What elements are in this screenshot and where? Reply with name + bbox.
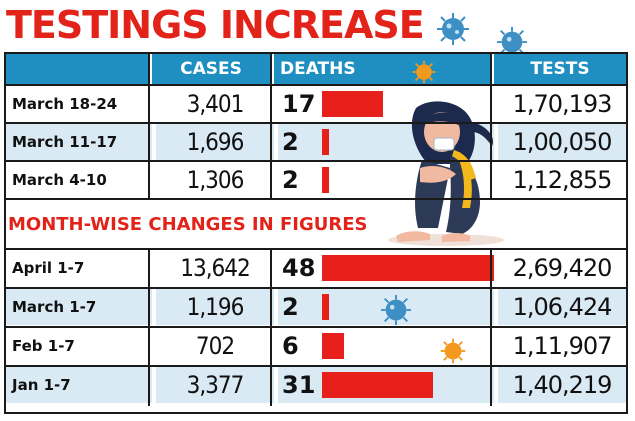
grid-line [270,54,272,200]
tests-value: 1,40,219 [498,367,626,403]
deaths-bar [322,333,344,359]
table-frame [4,52,628,414]
deaths-value: 31 [282,371,316,399]
deaths-bar [322,129,329,155]
row-label: Jan 1-7 [6,367,152,403]
cases-value: 1,306 [186,166,245,194]
table-row: March 1-7 1,196 2 1,06,424 [6,289,626,325]
grid-line [4,365,628,367]
deaths-bar [322,91,383,117]
tests-value: 1,70,193 [512,90,613,118]
deaths-value: 6 [282,332,299,360]
row-label: Feb 1-7 [12,337,75,355]
grid-line [490,54,492,200]
cases-value: 13,642 [180,254,251,282]
deaths-bar [322,372,433,398]
grid-line [148,54,150,200]
grid-line [4,326,628,328]
virus-icon [440,338,466,364]
grid-line [4,160,628,162]
tests-value: 2,69,420 [512,254,613,282]
sitting-woman-illustration [388,101,504,246]
deaths-bar [322,294,329,320]
virus-icon [437,13,469,45]
page-title: TESTINGS INCREASE [6,3,425,47]
deaths-bar [322,167,329,193]
virus-icon [412,60,436,84]
tests-value: 1,12,855 [512,166,613,194]
cases-value: 702 [195,332,235,360]
table-row: March 11-17 1,696 2 1,00,050 [6,124,626,160]
virus-icon [380,294,412,326]
deaths-cell: 48 [278,250,494,286]
deaths-value: 2 [282,166,299,194]
tests-value: 1,06,424 [498,289,626,325]
virus-icon [496,26,528,58]
cases-value: 3,377 [156,367,274,403]
tests-value: 1,11,907 [512,332,613,360]
table-row: Feb 1-7 702 6 1,11,907 [6,328,626,364]
deaths-cell: 31 [278,367,494,403]
header-tests: TESTS [494,54,626,84]
cases-value: 3,401 [186,90,245,118]
row-label: March 1-7 [6,289,152,325]
deaths-cell: 6 [278,328,494,364]
cases-value: 1,696 [156,124,274,160]
deaths-value: 48 [282,254,316,282]
grid-line [4,248,628,250]
row-label: March 4-10 [12,171,107,189]
tests-value: 1,00,050 [498,124,626,160]
grid-line [4,287,628,289]
row-label: March 18-24 [12,95,118,113]
table-row: April 1-7 13,642 48 2,69,420 [6,250,626,286]
table-row: Jan 1-7 3,377 31 1,40,219 [6,367,626,403]
header-deaths: DEATHS [274,54,490,84]
deaths-cell: 17 [278,86,494,122]
cases-value: 1,196 [156,289,274,325]
section-heading: MONTH-WISE CHANGES IN FIGURES [8,214,368,235]
grid-line [4,84,628,86]
deaths-bar [322,255,494,281]
row-label: April 1-7 [12,259,85,277]
row-label: March 11-17 [6,124,152,160]
deaths-value: 2 [282,293,299,321]
grid-line [4,122,628,124]
grid-line [4,198,628,200]
deaths-cell: 2 [278,162,494,198]
header-cases: CASES [152,54,270,84]
header-cell-blank [6,54,150,84]
deaths-value: 17 [282,90,316,118]
deaths-value: 2 [282,128,299,156]
table-row: March 4-10 1,306 2 1,12,855 [6,162,626,198]
table-row: March 18-24 3,401 17 1,70,193 [6,86,626,122]
